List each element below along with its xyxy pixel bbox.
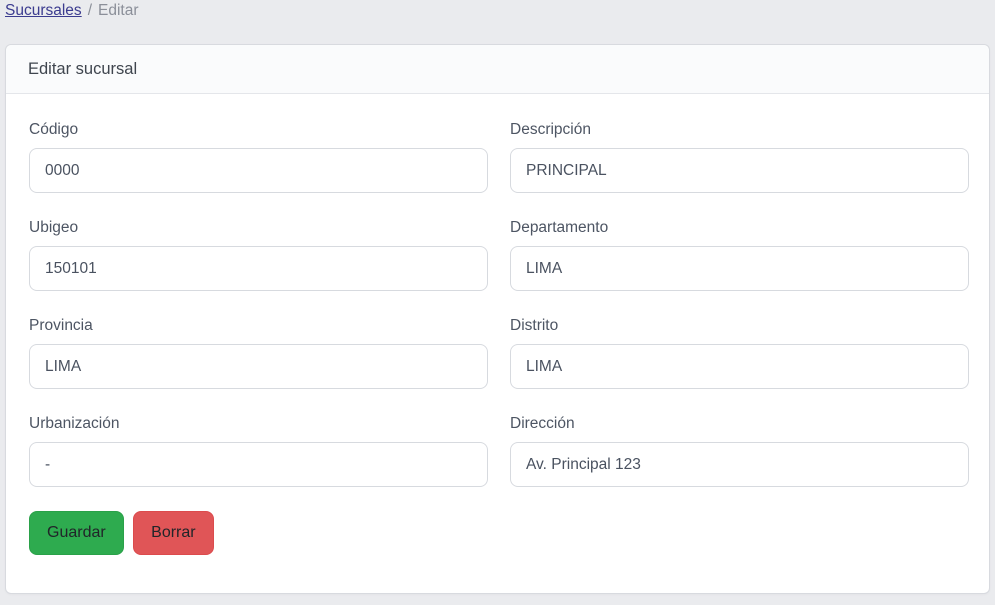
ubigeo-label: Ubigeo bbox=[29, 219, 79, 236]
ubigeo-input[interactable] bbox=[29, 246, 488, 291]
field-provincia: Provincia bbox=[29, 317, 488, 389]
breadcrumb: Sucursales / Editar bbox=[0, 0, 995, 21]
codigo-label: Código bbox=[29, 121, 79, 138]
card-body: Código Descripción Ubigeo Departamento P… bbox=[6, 94, 989, 569]
form-actions: Guardar Borrar bbox=[29, 511, 969, 555]
field-distrito: Distrito bbox=[510, 317, 969, 389]
save-button[interactable]: Guardar bbox=[29, 511, 124, 555]
breadcrumb-link-sucursales[interactable]: Sucursales bbox=[5, 2, 82, 19]
direccion-label: Dirección bbox=[510, 415, 575, 432]
distrito-label: Distrito bbox=[510, 317, 559, 334]
descripcion-input[interactable] bbox=[510, 148, 969, 193]
distrito-input[interactable] bbox=[510, 344, 969, 389]
codigo-input[interactable] bbox=[29, 148, 488, 193]
card-title: Editar sucursal bbox=[6, 45, 989, 94]
branch-form: Código Descripción Ubigeo Departamento P… bbox=[29, 121, 969, 513]
field-departamento: Departamento bbox=[510, 219, 969, 291]
departamento-input[interactable] bbox=[510, 246, 969, 291]
direccion-input[interactable] bbox=[510, 442, 969, 487]
departamento-label: Departamento bbox=[510, 219, 609, 236]
provincia-input[interactable] bbox=[29, 344, 488, 389]
urbanizacion-label: Urbanización bbox=[29, 415, 120, 432]
field-ubigeo: Ubigeo bbox=[29, 219, 488, 291]
breadcrumb-separator: / bbox=[87, 2, 92, 19]
delete-button[interactable]: Borrar bbox=[133, 511, 214, 555]
provincia-label: Provincia bbox=[29, 317, 93, 334]
field-codigo: Código bbox=[29, 121, 488, 193]
breadcrumb-current: Editar bbox=[98, 2, 139, 19]
edit-branch-card: Editar sucursal Código Descripción Ubige… bbox=[5, 44, 990, 594]
descripcion-label: Descripción bbox=[510, 121, 591, 138]
urbanizacion-input[interactable] bbox=[29, 442, 488, 487]
field-urbanizacion: Urbanización bbox=[29, 415, 488, 487]
field-direccion: Dirección bbox=[510, 415, 969, 487]
field-descripcion: Descripción bbox=[510, 121, 969, 193]
